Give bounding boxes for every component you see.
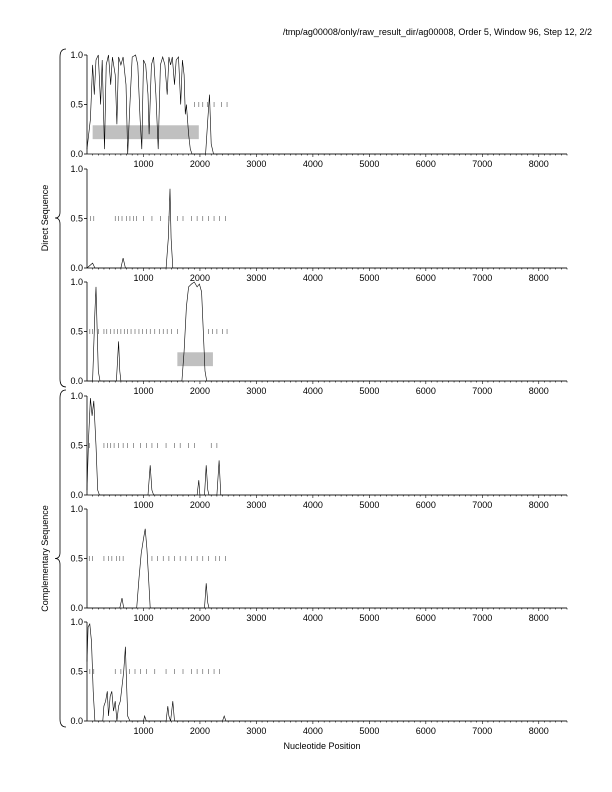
y-tick-label: 0.0 — [70, 490, 83, 500]
page-header: /tmp/ag00008/only/raw_result_dir/ag00008… — [282, 27, 592, 37]
x-tick-label: 4000 — [303, 726, 323, 736]
y-tick-label: 0.5 — [70, 441, 83, 451]
x-tick-label: 4000 — [303, 500, 323, 510]
x-tick-label: 8000 — [529, 273, 549, 283]
y-tick-label: 1.0 — [70, 504, 83, 514]
coding-probability-line — [86, 397, 567, 496]
y-tick-label: 1.0 — [70, 617, 83, 627]
x-axis-title: Nucleotide Position — [283, 741, 360, 751]
group-label: Direct Sequence — [40, 185, 50, 252]
x-tick-label: 2000 — [190, 726, 210, 736]
y-tick-label: 1.0 — [70, 277, 83, 287]
x-tick-label: 2000 — [190, 386, 210, 396]
x-tick-label: 7000 — [472, 613, 492, 623]
x-tick-label: 3000 — [246, 273, 266, 283]
x-tick-label: 6000 — [416, 273, 436, 283]
x-tick-label: 5000 — [359, 159, 379, 169]
y-tick-label: 0.5 — [70, 100, 83, 110]
x-tick-label: 7000 — [472, 726, 492, 736]
coding-probability-line — [87, 281, 567, 382]
group-label: Complementary Sequence — [40, 505, 50, 612]
x-tick-label: 7000 — [472, 386, 492, 396]
x-tick-label: 1000 — [133, 273, 153, 283]
x-tick-label: 5000 — [359, 273, 379, 283]
x-tick-label: 4000 — [303, 386, 323, 396]
x-tick-label: 4000 — [303, 273, 323, 283]
x-tick-label: 5000 — [359, 386, 379, 396]
x-tick-label: 8000 — [529, 613, 549, 623]
x-tick-label: 2000 — [190, 500, 210, 510]
group-brace — [54, 389, 67, 728]
y-tick-label: 0.0 — [70, 149, 83, 159]
x-tick-label: 7000 — [472, 500, 492, 510]
x-tick-label: 1000 — [133, 159, 153, 169]
coding-probability-line — [86, 54, 567, 155]
x-tick-label: 2000 — [190, 159, 210, 169]
x-tick-label: 6000 — [416, 613, 436, 623]
x-tick-label: 3000 — [246, 500, 266, 510]
y-tick-label: 1.0 — [70, 164, 83, 174]
x-tick-label: 3000 — [246, 613, 266, 623]
x-tick-label: 6000 — [416, 726, 436, 736]
orf-box — [92, 125, 199, 140]
x-tick-label: 5000 — [359, 613, 379, 623]
x-tick-label: 4000 — [303, 159, 323, 169]
coding-probability-line — [86, 623, 567, 722]
x-tick-label: 1000 — [133, 613, 153, 623]
y-tick-label: 0.5 — [70, 214, 83, 224]
coding-probability-line — [87, 528, 567, 609]
group-brace — [54, 48, 67, 388]
x-tick-label: 1000 — [133, 500, 153, 510]
x-tick-label: 3000 — [246, 386, 266, 396]
x-tick-label: 6000 — [416, 500, 436, 510]
y-tick-label: 1.0 — [70, 391, 83, 401]
y-tick-label: 0.5 — [70, 667, 83, 677]
x-tick-label: 2000 — [190, 613, 210, 623]
orf-box — [177, 352, 213, 367]
x-tick-label: 1000 — [133, 386, 153, 396]
x-tick-label: 8000 — [529, 726, 549, 736]
y-tick-label: 0.0 — [70, 263, 83, 273]
x-tick-label: 4000 — [303, 613, 323, 623]
x-tick-label: 3000 — [246, 159, 266, 169]
y-tick-label: 0.0 — [70, 716, 83, 726]
y-tick-label: 0.5 — [70, 327, 83, 337]
x-tick-label: 6000 — [416, 159, 436, 169]
x-tick-label: 5000 — [359, 500, 379, 510]
y-tick-label: 0.5 — [70, 554, 83, 564]
x-tick-label: 3000 — [246, 726, 266, 736]
y-tick-label: 0.0 — [70, 603, 83, 613]
x-tick-label: 8000 — [529, 386, 549, 396]
x-tick-label: 8000 — [529, 159, 549, 169]
x-tick-label: 7000 — [472, 273, 492, 283]
x-tick-label: 5000 — [359, 726, 379, 736]
coding-probability-line — [86, 188, 567, 269]
x-tick-label: 1000 — [133, 726, 153, 736]
x-tick-label: 6000 — [416, 386, 436, 396]
x-tick-label: 2000 — [190, 273, 210, 283]
x-tick-label: 7000 — [472, 159, 492, 169]
x-tick-label: 8000 — [529, 500, 549, 510]
y-tick-label: 0.0 — [70, 376, 83, 386]
y-tick-label: 1.0 — [70, 50, 83, 60]
